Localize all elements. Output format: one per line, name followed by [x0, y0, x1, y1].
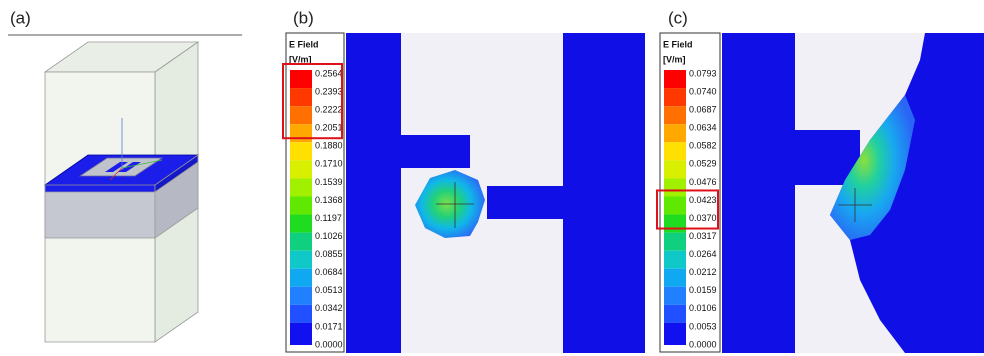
- color-swatch: [290, 233, 312, 251]
- color-swatch: [664, 88, 686, 106]
- legend-value: 0.2564: [315, 68, 343, 78]
- legend-value: 0.0106: [689, 303, 717, 313]
- field-map: [722, 33, 984, 353]
- legend-value: 0.0159: [689, 285, 717, 295]
- legend-value: 0.1197: [315, 213, 342, 223]
- color-swatch: [290, 106, 312, 124]
- panel-label: (a): [10, 8, 31, 27]
- panel-label: (b): [293, 8, 314, 27]
- legend-value: 0.0582: [689, 141, 717, 151]
- color-swatch: [664, 233, 686, 251]
- legend-unit: [V/m]: [289, 54, 312, 64]
- figure: (a) (b) (c) E Field [V/m]: [0, 0, 984, 356]
- legend-value: 0.0000: [689, 339, 717, 349]
- color-swatch: [664, 160, 686, 178]
- color-swatch: [664, 70, 686, 88]
- legend-value: 0.0855: [315, 249, 343, 259]
- legend-value: 0.2393: [315, 86, 343, 96]
- color-swatch: [664, 269, 686, 287]
- legend-value: 0.1026: [315, 231, 343, 241]
- color-swatch: [664, 251, 686, 269]
- field-map: [346, 33, 645, 353]
- legend-unit: [V/m]: [663, 54, 686, 64]
- legend-title: E Field: [289, 39, 319, 49]
- legend-value: 0.0053: [689, 321, 717, 331]
- model-3d: [45, 42, 198, 342]
- legend-value: 0.2051: [315, 123, 343, 133]
- color-swatch: [290, 178, 312, 196]
- legend-title: E Field: [663, 39, 693, 49]
- color-swatch: [290, 196, 312, 214]
- legend-value: 0.0317: [689, 231, 717, 241]
- legend-value: 0.0513: [315, 285, 343, 295]
- legend-value: 0.0684: [315, 267, 343, 277]
- legend-value: 0.0000: [315, 339, 343, 349]
- color-swatch: [290, 124, 312, 142]
- legend-value: 0.1539: [315, 177, 343, 187]
- legend-value: 0.0342: [315, 303, 343, 313]
- color-swatch: [290, 269, 312, 287]
- legend-value: 0.0370: [689, 213, 717, 223]
- color-swatch: [664, 142, 686, 160]
- panel-label: (c): [668, 8, 688, 27]
- color-swatch: [290, 323, 312, 345]
- legend-value: 0.0171: [315, 321, 343, 331]
- color-swatch: [664, 287, 686, 305]
- color-swatch: [664, 178, 686, 196]
- color-swatch: [290, 70, 312, 88]
- legend-value: 0.0212: [689, 267, 717, 277]
- color-swatch: [290, 160, 312, 178]
- color-swatch: [290, 215, 312, 233]
- color-swatch: [664, 196, 686, 214]
- legend-value: 0.1710: [315, 159, 343, 169]
- legend-value: 0.0264: [689, 249, 717, 259]
- legend-value: 0.1880: [315, 141, 343, 151]
- color-swatch: [290, 251, 312, 269]
- legend-value: 0.2222: [315, 105, 343, 115]
- legend-value: 0.0740: [689, 86, 717, 96]
- legend-value: 0.1368: [315, 195, 343, 205]
- color-swatch: [290, 88, 312, 106]
- legend-value: 0.0476: [689, 177, 717, 187]
- color-swatch: [290, 287, 312, 305]
- legend-value: 0.0529: [689, 159, 717, 169]
- color-swatch: [664, 215, 686, 233]
- color-swatch: [664, 305, 686, 323]
- color-swatch: [664, 106, 686, 124]
- color-swatch: [664, 323, 686, 345]
- legend-value: 0.0793: [689, 68, 717, 78]
- color-swatch: [290, 305, 312, 323]
- color-swatch: [664, 124, 686, 142]
- color-swatch: [290, 142, 312, 160]
- legend-value: 0.0423: [689, 195, 717, 205]
- legend-value: 0.0634: [689, 123, 717, 133]
- legend-value: 0.0687: [689, 105, 717, 115]
